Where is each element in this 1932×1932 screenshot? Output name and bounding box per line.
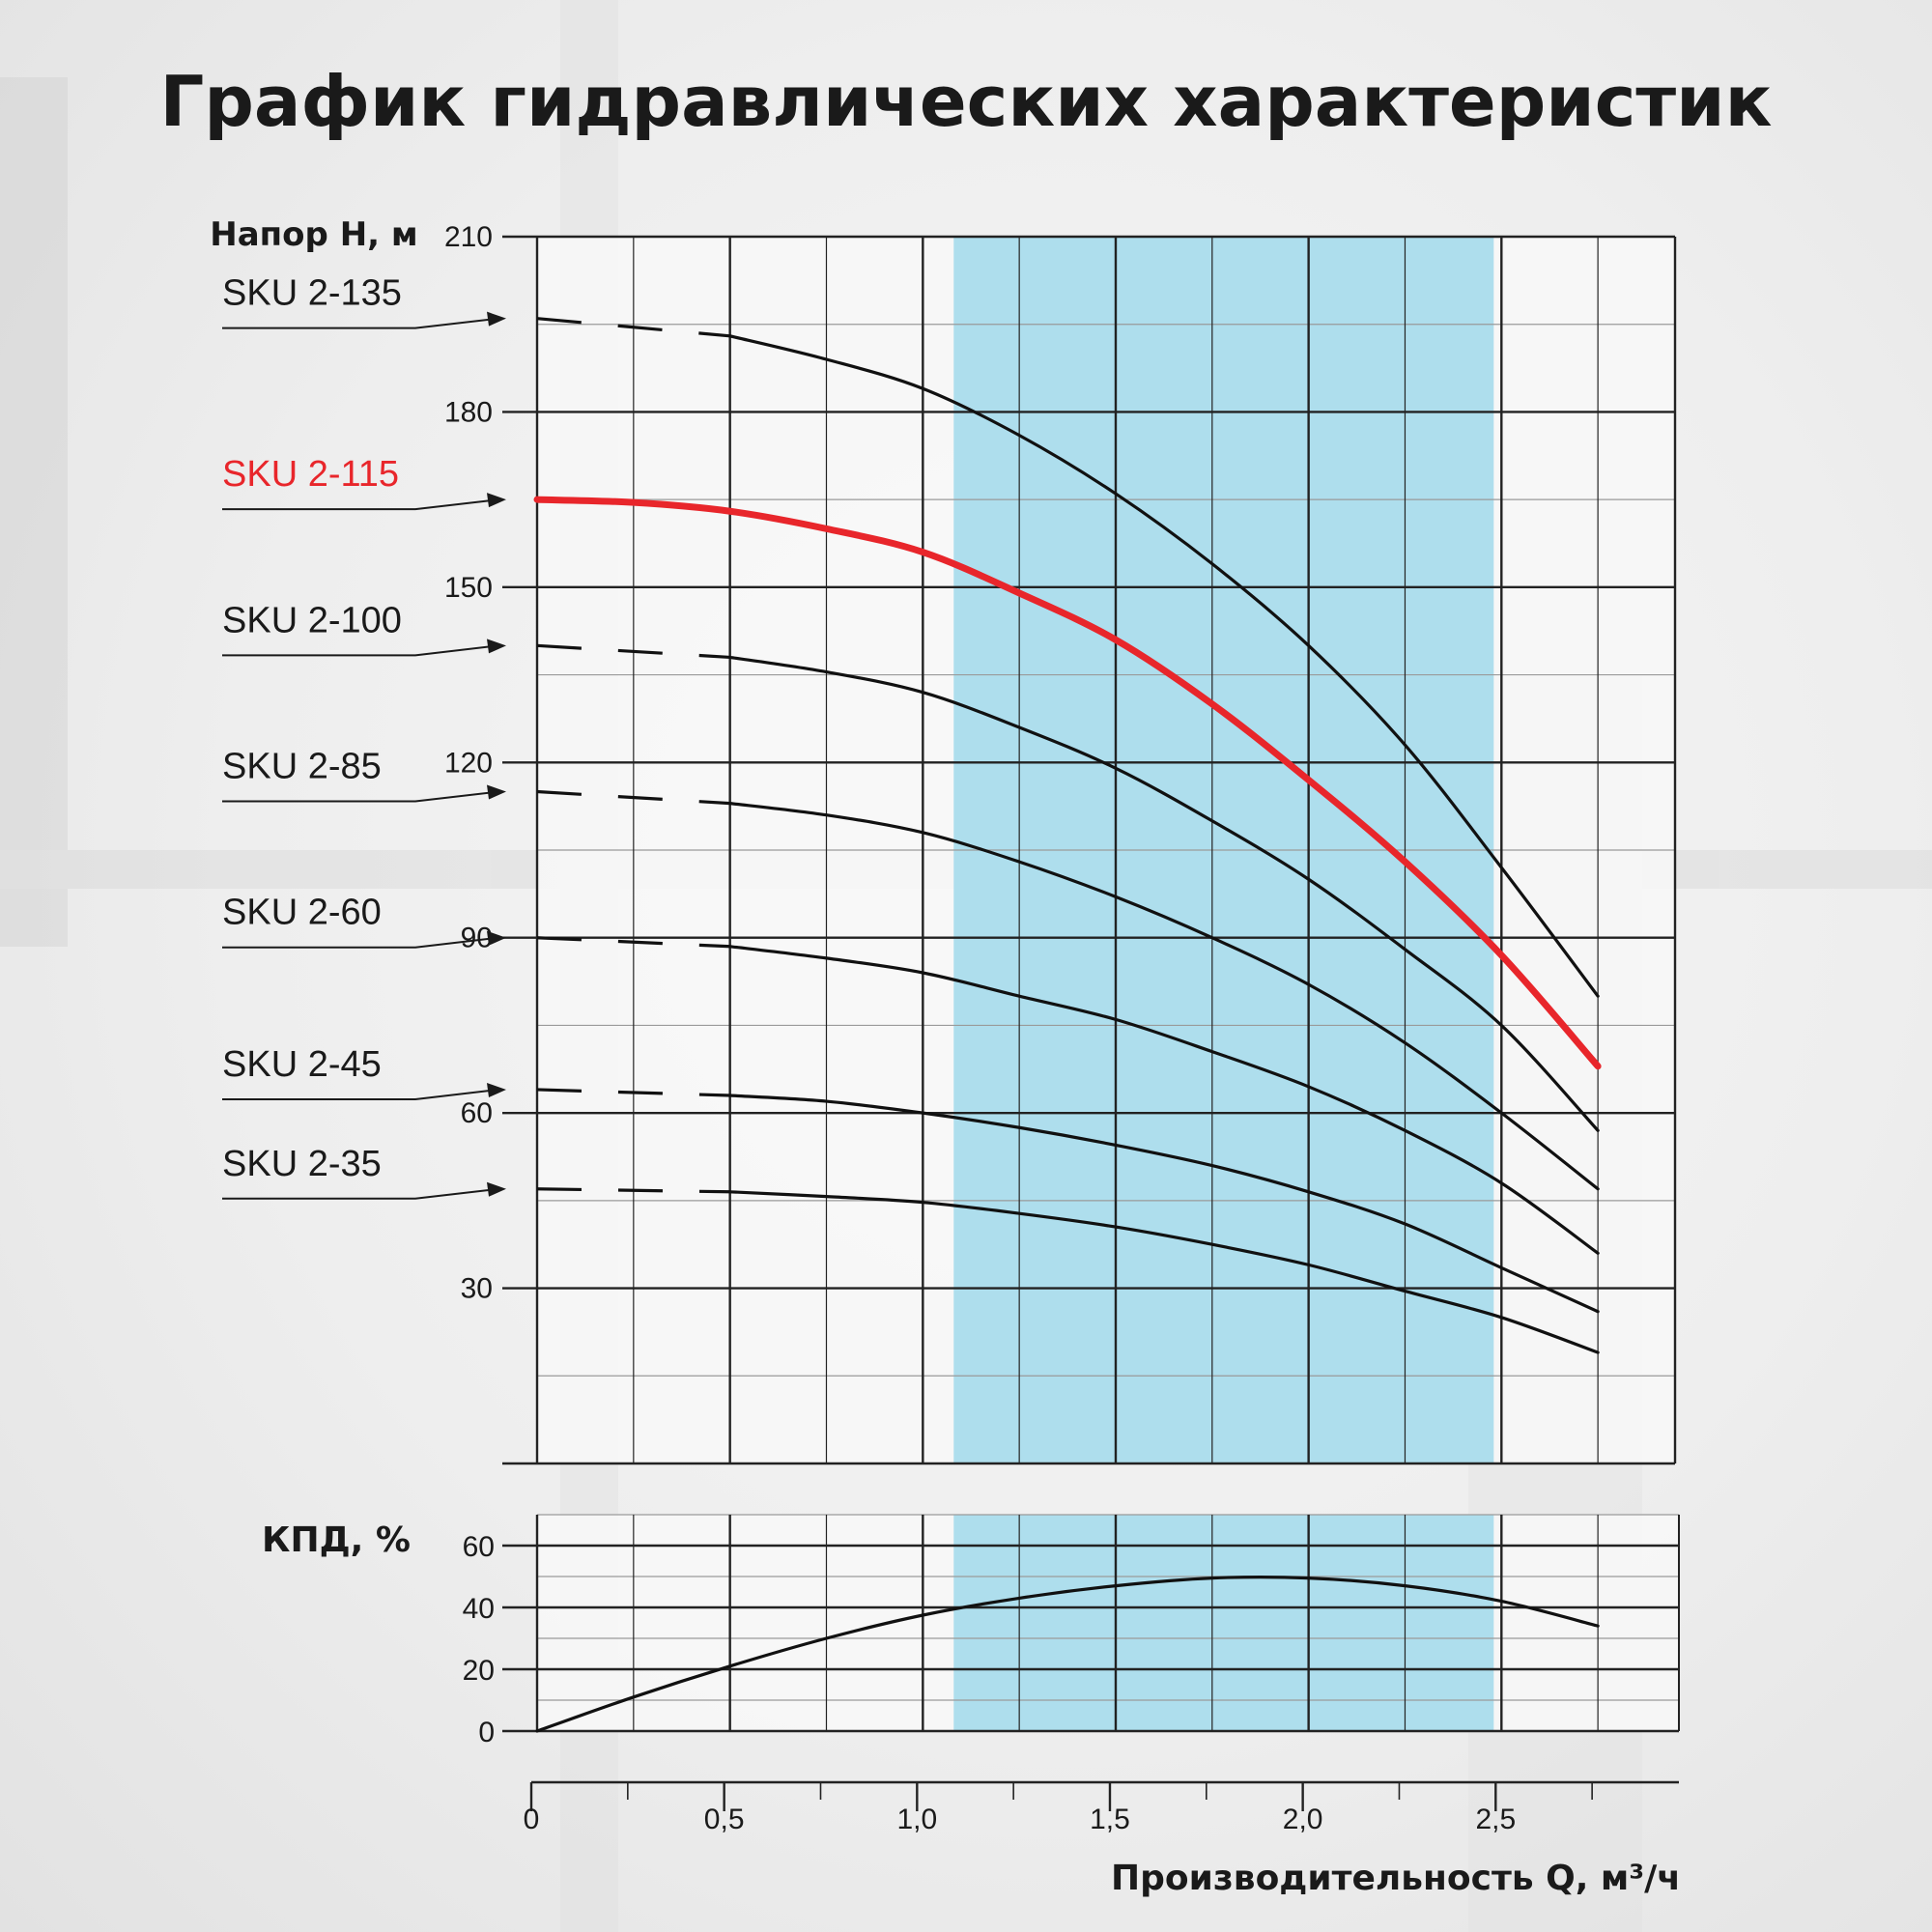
- series-dashed-line: [536, 317, 730, 338]
- series-dashed-line: [536, 1088, 730, 1097]
- arrow-head-icon: [487, 493, 506, 508]
- arrow-head-icon: [487, 639, 506, 654]
- efficiency-line: [535, 1576, 1600, 1733]
- series-label: SKU 2-35: [222, 1144, 382, 1184]
- head-ytick-label: 30: [461, 1273, 493, 1305]
- series-line: [728, 945, 1600, 1255]
- series-dashed-line: [536, 936, 730, 949]
- head-ytick-label: 120: [444, 747, 493, 779]
- chart-title: График гидравлических характеристик: [160, 61, 1773, 142]
- series-label: SKU 2-60: [222, 893, 382, 933]
- efficiency-chart: 0 20 40 60 КПД, %: [262, 1514, 1680, 1748]
- series-dashed-line: [536, 643, 730, 660]
- x-tick-label: 2,5: [1475, 1804, 1516, 1835]
- series-label-arrow: [222, 498, 499, 511]
- series-label-arrow: [222, 790, 499, 803]
- series-line: [728, 1190, 1600, 1354]
- series-label-arrow: [222, 1088, 499, 1100]
- eff-series: [535, 1576, 1600, 1733]
- x-tick-label: 0: [524, 1804, 540, 1835]
- x-tick-label: 1,0: [896, 1804, 937, 1835]
- head-ytick-label: 150: [444, 572, 493, 604]
- series-line: [728, 802, 1600, 1191]
- x-axis: 0 0,5 1,0 1,5 2,0 2,5: [524, 1780, 1679, 1835]
- x-tick-label: 1,5: [1090, 1804, 1130, 1835]
- eff-ytick-label: 60: [463, 1531, 495, 1563]
- series-label: SKU 2-135: [222, 273, 402, 314]
- series-label-arrow: [222, 317, 499, 329]
- x-tick-label: 0,5: [704, 1804, 745, 1835]
- head-ytick-label: 210: [444, 221, 493, 253]
- eff-working-range-band: [953, 1515, 1494, 1731]
- x-tick-label: 2,0: [1283, 1804, 1323, 1835]
- eff-grid: [502, 1514, 1680, 1733]
- series-label: SKU 2-115: [222, 454, 399, 495]
- series-label: SKU 2-45: [222, 1044, 382, 1085]
- eff-y-axis-title: КПД, %: [262, 1520, 411, 1560]
- series-line: [728, 1094, 1600, 1314]
- eff-highlight-band: [537, 1515, 1679, 1731]
- series-dashed-line: [536, 1187, 730, 1194]
- head-ytick-label: 60: [461, 1097, 493, 1129]
- eff-ytick-label: 0: [478, 1717, 495, 1748]
- arrow-head-icon: [487, 311, 506, 327]
- eff-yticks: 0 20 40 60: [463, 1531, 495, 1748]
- arrow-head-icon: [487, 784, 506, 800]
- head-y-axis-title: Напор H, м: [210, 215, 417, 254]
- eff-ytick-label: 20: [463, 1655, 495, 1687]
- arrow-head-icon: [487, 1082, 506, 1097]
- head-series: [533, 317, 1602, 1354]
- arrow-head-icon: [487, 930, 506, 946]
- head-ytick-label: 180: [444, 396, 493, 428]
- eff-ytick-label: 40: [463, 1593, 495, 1625]
- series-label-arrow: [222, 936, 499, 949]
- series-labels: SKU 2-135 SKU 2-115 SKU 2-100 SKU 2-85 SKU 2…: [222, 273, 506, 1200]
- head-grid: [502, 235, 1677, 1465]
- series-line: [728, 655, 1600, 1132]
- series-label-arrow: [222, 1187, 499, 1200]
- series-label: SKU 2-85: [222, 747, 382, 787]
- series-line: [728, 334, 1600, 998]
- arrow-head-icon: [487, 1181, 506, 1197]
- x-axis-title: Производительность Q, м³/ч: [1111, 1859, 1681, 1898]
- series-dashed-line: [536, 789, 730, 806]
- series-line-highlighted: [533, 496, 1602, 1070]
- series-label-arrow: [222, 644, 499, 657]
- x-axis-title-text: Производительность Q, м³/ч: [1111, 1859, 1681, 1898]
- series-label: SKU 2-100: [222, 600, 402, 640]
